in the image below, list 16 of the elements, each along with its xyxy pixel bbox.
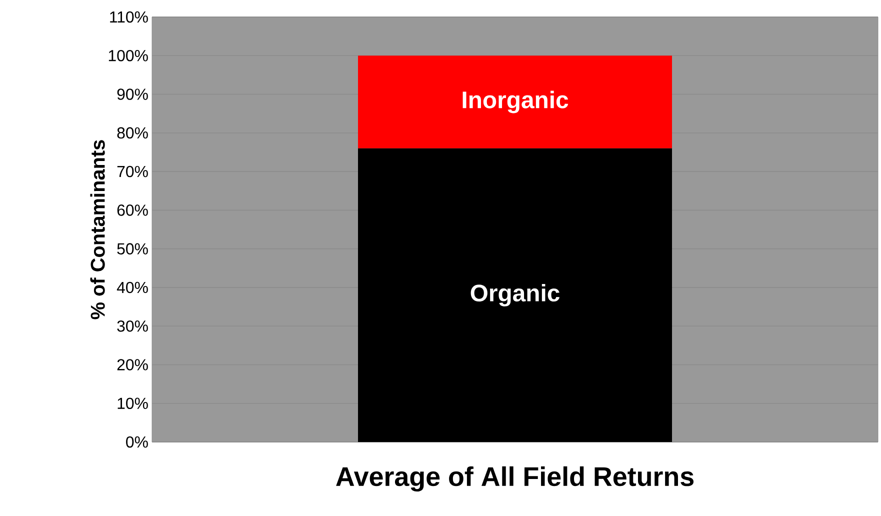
y-tick-label: 40% [116, 282, 148, 294]
y-tick-label: 110% [110, 11, 148, 23]
series-label: Inorganic [462, 90, 568, 114]
y-tick-label: 50% [117, 243, 148, 254]
y-tick-label: 10% [118, 398, 148, 410]
x-axis-title: Average of All Field Returns [336, 466, 694, 492]
y-tick-label: 80% [117, 127, 148, 139]
y-tick-label: 70% [117, 166, 148, 178]
y-tick-label: 60% [117, 204, 148, 216]
y-tick-label: 0% [126, 436, 148, 448]
y-tick-label: 30% [117, 320, 148, 332]
y-tick-label: 20% [117, 359, 148, 370]
y-tick-label: 100% [108, 50, 148, 62]
y-tick-label: 90% [117, 88, 148, 100]
y-axis-title: % of Contaminants [90, 140, 105, 320]
series-label: Organic [470, 284, 560, 306]
